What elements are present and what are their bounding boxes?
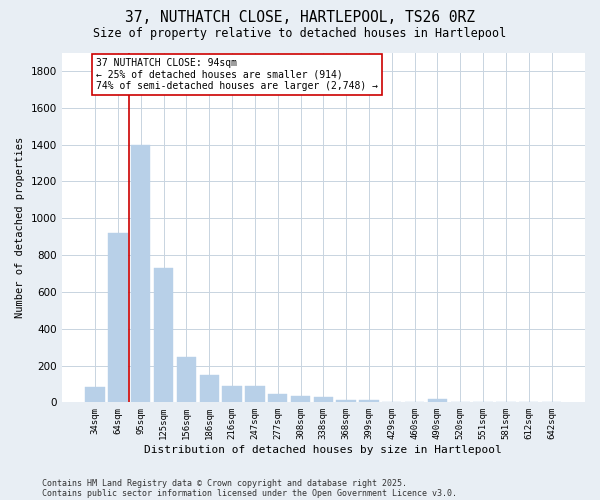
Bar bbox=[428, 399, 447, 402]
Bar bbox=[268, 394, 287, 402]
Text: Size of property relative to detached houses in Hartlepool: Size of property relative to detached ho… bbox=[94, 28, 506, 40]
Text: Contains public sector information licensed under the Open Government Licence v3: Contains public sector information licen… bbox=[42, 488, 457, 498]
Bar bbox=[154, 268, 173, 402]
X-axis label: Distribution of detached houses by size in Hartlepool: Distribution of detached houses by size … bbox=[145, 445, 502, 455]
Bar bbox=[200, 374, 219, 402]
Bar bbox=[108, 233, 128, 402]
Text: 37, NUTHATCH CLOSE, HARTLEPOOL, TS26 0RZ: 37, NUTHATCH CLOSE, HARTLEPOOL, TS26 0RZ bbox=[125, 10, 475, 25]
Bar bbox=[131, 144, 151, 402]
Bar bbox=[337, 400, 356, 402]
Text: Contains HM Land Registry data © Crown copyright and database right 2025.: Contains HM Land Registry data © Crown c… bbox=[42, 478, 407, 488]
Bar bbox=[223, 386, 242, 402]
Bar bbox=[314, 397, 333, 402]
Bar bbox=[245, 386, 265, 402]
Bar bbox=[359, 400, 379, 402]
Y-axis label: Number of detached properties: Number of detached properties bbox=[15, 137, 25, 318]
Bar bbox=[85, 386, 105, 402]
Text: 37 NUTHATCH CLOSE: 94sqm
← 25% of detached houses are smaller (914)
74% of semi-: 37 NUTHATCH CLOSE: 94sqm ← 25% of detach… bbox=[96, 58, 378, 91]
Bar bbox=[177, 356, 196, 403]
Bar bbox=[291, 396, 310, 402]
